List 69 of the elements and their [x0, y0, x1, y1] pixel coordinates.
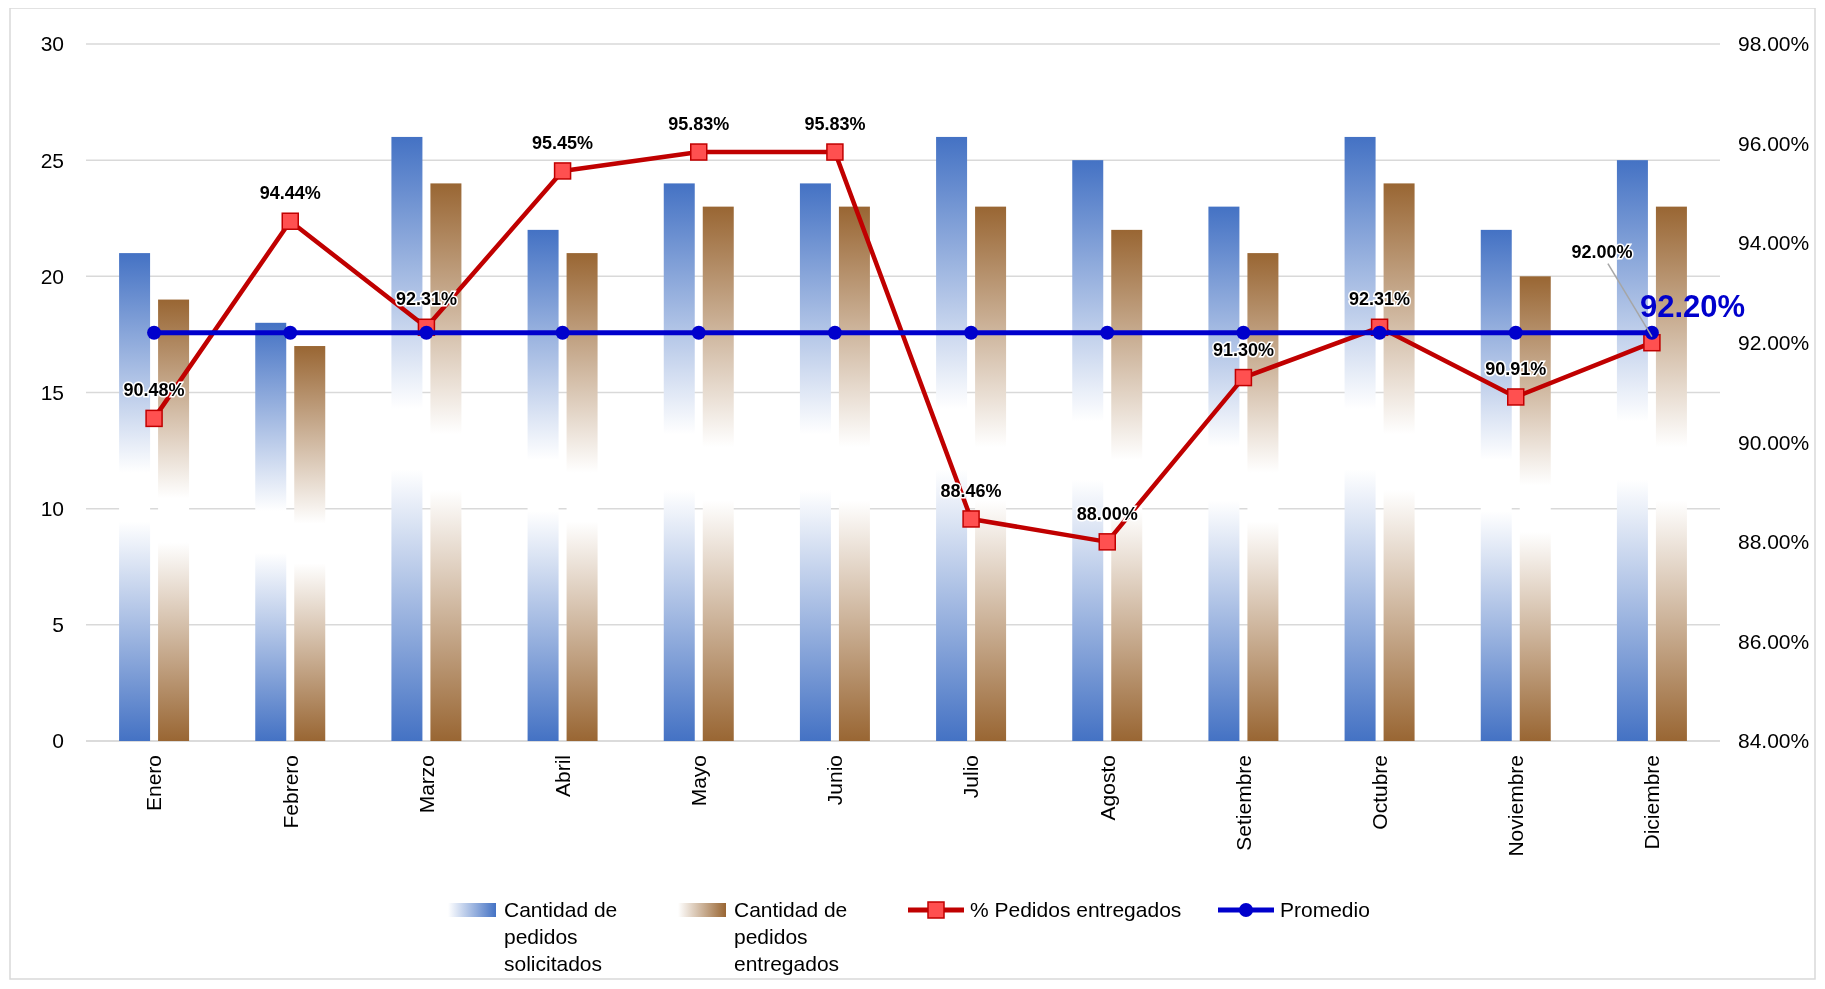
- point: [555, 325, 570, 340]
- point: [419, 325, 434, 340]
- x-tick-label: Julio: [959, 755, 983, 799]
- y2-tick-label: 98.00%: [1738, 32, 1810, 56]
- y-tick-label: 0: [52, 729, 64, 753]
- data-label: 94.44%: [259, 183, 321, 204]
- bar: [527, 229, 559, 741]
- bar: [663, 183, 695, 741]
- y2-tick-label: 84.00%: [1738, 729, 1810, 753]
- point: [691, 325, 706, 340]
- y-tick-label: 5: [52, 613, 64, 637]
- point: [690, 143, 708, 161]
- point: [1100, 325, 1115, 340]
- point: [826, 143, 844, 161]
- point: [1098, 533, 1116, 551]
- y-tick-label: 30: [40, 32, 64, 56]
- y-tick-label: 25: [40, 148, 64, 172]
- data-label: 91.30%: [1212, 339, 1274, 360]
- point: [1508, 325, 1523, 340]
- point: [1234, 368, 1253, 387]
- point: [1644, 325, 1659, 340]
- x-tick-label: Diciembre: [1640, 755, 1664, 850]
- bar: [255, 322, 287, 741]
- legend-label: % Pedidos entregados: [970, 898, 1182, 922]
- data-label: 95.45%: [532, 132, 594, 153]
- y2-tick-label: 90.00%: [1738, 430, 1810, 454]
- x-tick-label: Junio: [823, 755, 847, 806]
- x-tick-label: Febrero: [278, 755, 302, 829]
- point: [964, 325, 979, 340]
- data-label: 90.91%: [1485, 358, 1547, 379]
- x-tick-label: Enero: [142, 755, 166, 812]
- y-tick-label: 15: [40, 380, 64, 404]
- point: [1507, 388, 1525, 406]
- data-label: 95.83%: [668, 114, 730, 135]
- legend-label: Cantidad de pedidos entregados: [734, 898, 848, 976]
- bar: [566, 253, 598, 741]
- legend-label: Promedio: [1280, 898, 1370, 922]
- point: [281, 212, 299, 230]
- y2-tick-label: 86.00%: [1738, 629, 1810, 653]
- data-label: 92.31%: [1349, 289, 1411, 310]
- y2-tick-label: 92.00%: [1738, 331, 1810, 355]
- x-tick-label: Mayo: [687, 755, 711, 807]
- y-tick-label: 20: [40, 264, 64, 288]
- point: [553, 162, 572, 180]
- data-label: 92.20%: [1639, 288, 1746, 324]
- bar: [294, 346, 326, 741]
- x-tick-label: Octubre: [1367, 755, 1391, 830]
- x-tick-label: Noviembre: [1504, 755, 1528, 857]
- y2-tick-label: 88.00%: [1738, 530, 1810, 554]
- point: [1372, 325, 1387, 340]
- bar: [702, 206, 734, 741]
- x-tick-label: Abril: [550, 755, 574, 798]
- data-label: 95.83%: [804, 114, 866, 135]
- point: [145, 409, 163, 428]
- point: [283, 325, 298, 340]
- y2-tick-label: 96.00%: [1738, 131, 1810, 155]
- bar: [838, 206, 870, 741]
- bar: [799, 183, 831, 741]
- y2-tick-label: 94.00%: [1738, 231, 1810, 255]
- y-tick-label: 10: [40, 497, 64, 521]
- legend-label: Cantidad de pedidos solicitados: [504, 898, 618, 976]
- point: [962, 510, 980, 528]
- x-tick-label: Setiembre: [1231, 755, 1255, 851]
- x-tick-label: Marzo: [414, 755, 438, 814]
- point: [147, 325, 162, 340]
- data-label: 92.00%: [1571, 241, 1633, 262]
- point: [1236, 325, 1251, 340]
- x-tick-label: Agosto: [1095, 755, 1119, 821]
- point: [827, 325, 842, 340]
